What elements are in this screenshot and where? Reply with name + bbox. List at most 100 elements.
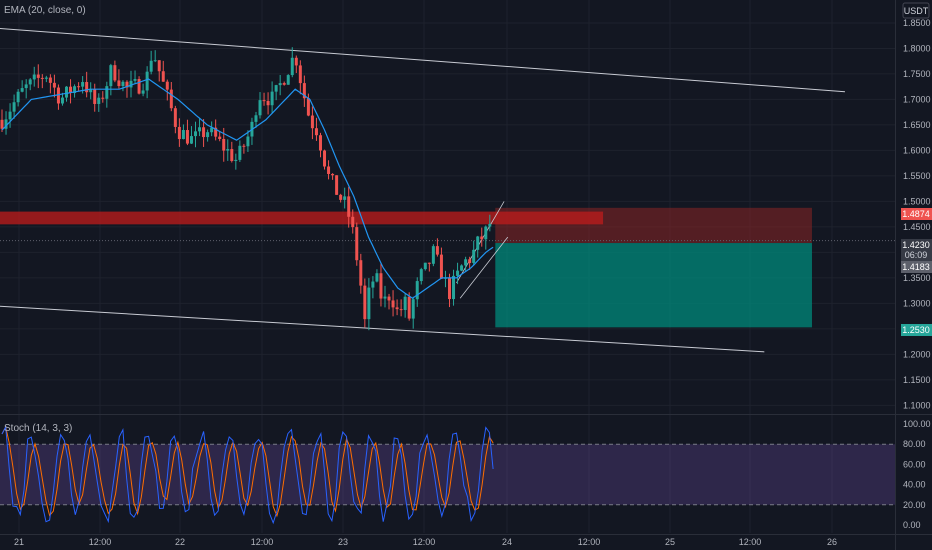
candle-body xyxy=(206,132,210,138)
trade-zones xyxy=(0,207,895,328)
candle-body xyxy=(48,77,52,83)
price-tick-label: 1.8000 xyxy=(903,43,931,53)
candle-body xyxy=(56,87,60,104)
bar-countdown-text: 06:09 xyxy=(905,250,928,260)
candle-body xyxy=(202,127,206,138)
candle-body xyxy=(359,260,363,286)
time-tick-label: 22 xyxy=(175,537,185,547)
candle-body xyxy=(101,97,105,99)
candle-body xyxy=(165,81,169,90)
candle-body xyxy=(109,65,113,87)
candle-body xyxy=(141,90,145,94)
candle-body xyxy=(218,136,222,140)
candle-body xyxy=(464,259,468,266)
candle-body xyxy=(302,83,306,99)
candle-body xyxy=(129,80,133,88)
candle-body xyxy=(274,85,278,92)
candle-body xyxy=(238,145,242,160)
candle-body xyxy=(24,84,28,89)
candle-body xyxy=(419,269,423,282)
price-tick-label: 1.3000 xyxy=(903,298,931,308)
candle-body xyxy=(85,82,89,93)
candle-body xyxy=(149,60,153,72)
stoch-tick-label: 40.00 xyxy=(903,480,926,490)
candle-body xyxy=(234,159,238,162)
last-price-text: 1.4230 xyxy=(902,240,930,250)
candle-body xyxy=(403,296,407,311)
target-price-badge: 1.2530 xyxy=(901,324,932,336)
candle-body xyxy=(194,131,198,137)
stoch-tick-label: 60.00 xyxy=(903,459,926,469)
wedge-lower-line xyxy=(459,236,509,299)
candle-body xyxy=(153,60,157,62)
stop-price-text: 1.4874 xyxy=(902,209,930,219)
take-profit-zone xyxy=(495,243,812,328)
price-tick-label: 1.6500 xyxy=(903,120,931,130)
candle-body xyxy=(266,100,270,106)
candle-body xyxy=(214,127,218,137)
candle-body xyxy=(28,79,32,85)
candle-body xyxy=(343,196,347,200)
price-tick-label: 1.8500 xyxy=(903,18,931,28)
candle-body xyxy=(331,173,335,176)
candle-body xyxy=(210,127,214,133)
candle-body xyxy=(81,82,85,87)
candle-body xyxy=(69,86,73,94)
candle-body xyxy=(484,226,488,240)
candle-body xyxy=(339,194,343,200)
candle-body xyxy=(0,119,4,129)
stoch-k-line xyxy=(1,425,494,525)
trend-channel xyxy=(0,27,845,353)
candle-body xyxy=(16,91,20,103)
candle-body xyxy=(415,281,419,300)
candle-body xyxy=(290,57,294,76)
channel-upper-line xyxy=(0,27,845,93)
currency-button[interactable]: USDT xyxy=(902,2,930,19)
candle-body xyxy=(431,246,435,264)
time-tick-label: 26 xyxy=(827,537,837,547)
candle-body xyxy=(222,139,226,151)
candle-body xyxy=(258,100,262,116)
candle-body xyxy=(173,108,177,127)
ema-20-line xyxy=(1,78,494,300)
candle-body xyxy=(177,126,181,140)
candle-body xyxy=(435,246,439,255)
time-tick-label: 12:00 xyxy=(89,537,112,547)
time-tick-label: 21 xyxy=(14,537,24,547)
price-tick-label: 1.2000 xyxy=(903,349,931,359)
candle-body xyxy=(452,275,456,300)
candle-body xyxy=(468,259,472,263)
candle-body xyxy=(198,127,202,132)
candle-body xyxy=(93,89,97,104)
candle-body xyxy=(20,88,24,92)
candle-body xyxy=(137,79,141,94)
candle-body xyxy=(113,65,117,81)
candle-body xyxy=(226,149,230,151)
entry-price-text: 1.4183 xyxy=(902,262,930,272)
candle-body xyxy=(230,149,234,162)
candle-body xyxy=(4,119,8,129)
candle-body xyxy=(262,100,266,102)
candle-body xyxy=(185,130,189,144)
candle-body xyxy=(246,136,250,147)
candle-body xyxy=(181,130,185,140)
resistance-zone xyxy=(0,211,604,225)
time-tick-label: 12:00 xyxy=(578,537,601,547)
price-tick-label: 1.3500 xyxy=(903,273,931,283)
candle-body xyxy=(411,299,415,319)
candle-body xyxy=(379,273,383,299)
price-tick-label: 1.1000 xyxy=(903,400,931,410)
time-tick-label: 24 xyxy=(502,537,512,547)
candle-body xyxy=(480,236,484,240)
price-tick-label: 1.7000 xyxy=(903,94,931,104)
candle-body xyxy=(125,81,129,88)
candle-body xyxy=(89,89,93,93)
stoch-legend-label: Stoch (14, 3, 3) xyxy=(4,423,72,434)
candle-body xyxy=(351,216,355,228)
wedge-upper-line xyxy=(456,201,505,284)
candle-body xyxy=(282,83,286,85)
entry-price-badge: 1.4183 xyxy=(901,261,932,273)
price-tick-label: 1.1500 xyxy=(903,375,931,385)
candle-body xyxy=(161,71,165,82)
